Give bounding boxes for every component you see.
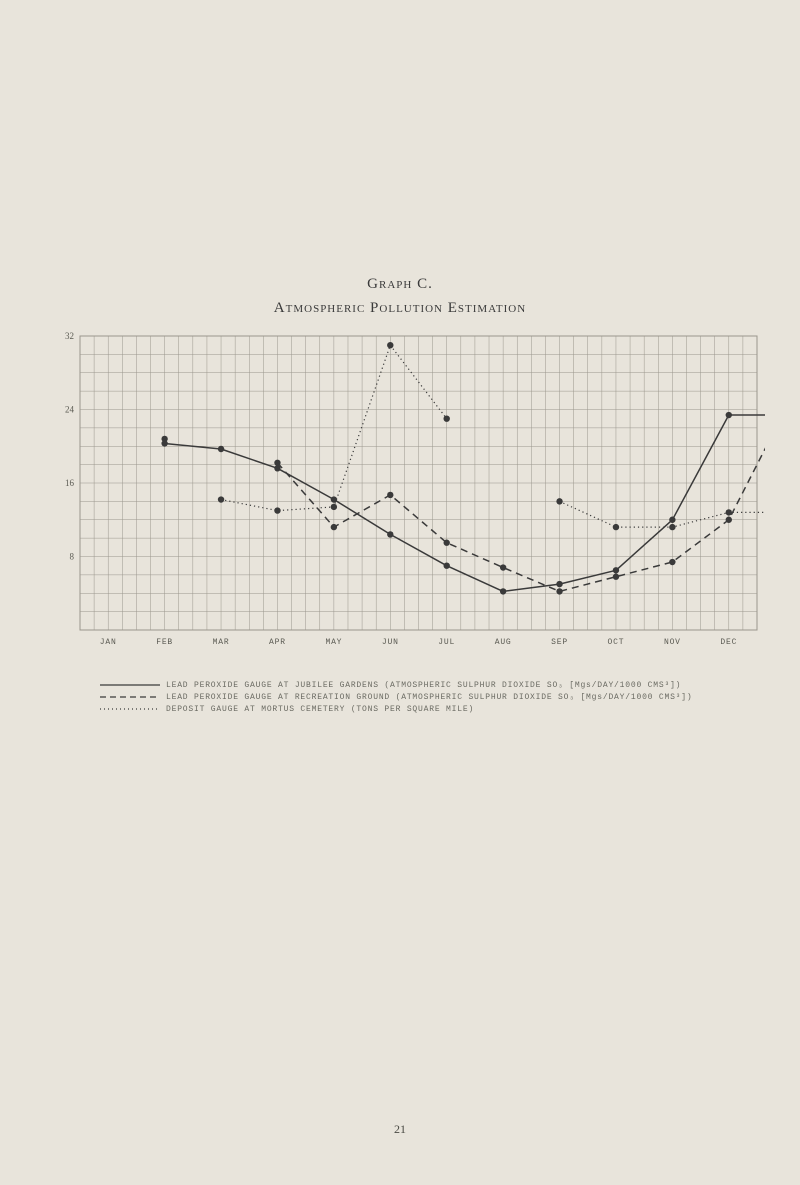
chart-legend: LEAD PEROXIDE GAUGE AT JUBILEE GARDENS (… xyxy=(100,680,692,716)
legend-text: LEAD PEROXIDE GAUGE AT JUBILEE GARDENS (… xyxy=(166,681,681,690)
svg-text:FEB: FEB xyxy=(156,638,173,647)
legend-text: LEAD PEROXIDE GAUGE AT RECREATION GROUND… xyxy=(166,693,692,702)
chart-title-line2: Atmospheric Pollution Estimation xyxy=(0,300,800,317)
legend-row: LEAD PEROXIDE GAUGE AT JUBILEE GARDENS (… xyxy=(100,680,692,692)
svg-text:APR: APR xyxy=(269,638,286,647)
svg-text:NOV: NOV xyxy=(664,638,681,647)
svg-text:SEP: SEP xyxy=(551,638,568,647)
legend-text: DEPOSIT GAUGE AT MORTUS CEMETERY (TONS P… xyxy=(166,705,474,714)
pollution-chart: 8 16 24 32 JAN FEB MAR APR MAY JUN JUL AUG SEP OCT NOV… xyxy=(45,330,765,670)
chart-title-line1: Graph C. xyxy=(0,276,800,293)
page: Graph C. Atmospheric Pollution Estimatio… xyxy=(0,0,800,1185)
svg-text:MAR: MAR xyxy=(213,638,230,647)
svg-text:MAY: MAY xyxy=(325,638,342,647)
legend-row: DEPOSIT GAUGE AT MORTUS CEMETERY (TONS P… xyxy=(100,704,692,716)
svg-text:JUL: JUL xyxy=(438,638,455,647)
svg-text:24: 24 xyxy=(65,405,75,415)
page-number: 21 xyxy=(0,1122,800,1137)
svg-text:16: 16 xyxy=(65,478,75,488)
chart-container: 8 16 24 32 JAN FEB MAR APR MAY JUN JUL AUG SEP OCT NOV… xyxy=(45,330,765,670)
svg-text:DEC: DEC xyxy=(720,638,737,647)
svg-text:JUN: JUN xyxy=(382,638,399,647)
legend-row: LEAD PEROXIDE GAUGE AT RECREATION GROUND… xyxy=(100,692,692,704)
svg-text:8: 8 xyxy=(70,552,75,562)
svg-text:JAN: JAN xyxy=(100,638,117,647)
svg-text:32: 32 xyxy=(65,331,74,341)
svg-text:AUG: AUG xyxy=(495,638,512,647)
svg-text:OCT: OCT xyxy=(608,638,625,647)
